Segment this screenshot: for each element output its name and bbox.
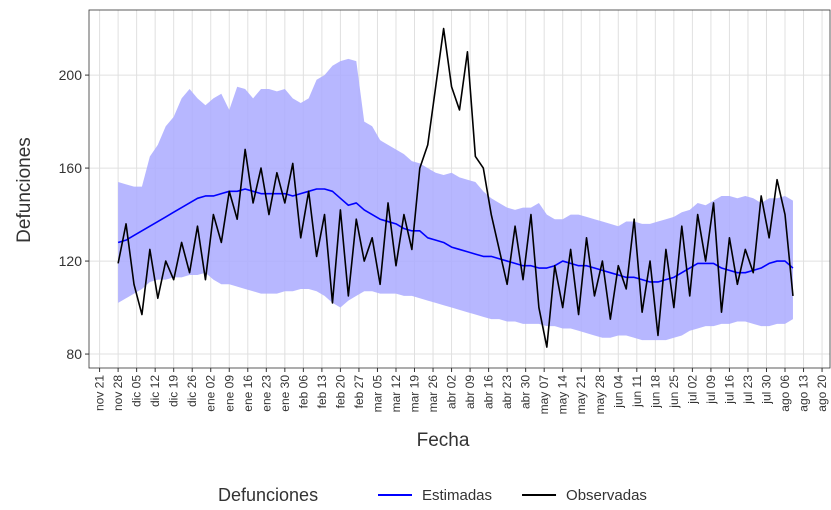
x-tick-label: ene 16: [241, 375, 255, 412]
x-tick-label: ago 13: [797, 375, 811, 412]
x-tick-label: ene 02: [204, 375, 218, 412]
x-tick-label: jun 18: [648, 375, 662, 409]
x-tick-label: dic 05: [130, 375, 144, 407]
x-tick-label: may 28: [593, 375, 607, 415]
x-tick-label: dic 12: [148, 375, 162, 407]
x-tick-label: jul 23: [741, 375, 755, 405]
x-tick-label: ene 23: [259, 375, 273, 412]
x-tick-label: dic 26: [185, 375, 199, 407]
x-tick-label: feb 13: [315, 375, 329, 409]
x-tick-label: feb 06: [296, 375, 310, 409]
x-tick-label: feb 20: [333, 375, 347, 409]
legend-title: Defunciones: [218, 485, 318, 505]
x-tick-label: jul 09: [704, 375, 718, 405]
y-tick-label: 160: [59, 160, 83, 176]
x-tick-label: nov 28: [111, 375, 125, 411]
legend: Defunciones Estimadas Observadas: [218, 485, 647, 505]
y-tick-label: 120: [59, 253, 83, 269]
x-tick-label: abr 23: [500, 375, 514, 409]
axes: 80 120 160 200 nov 21 nov 28 dic 05 dic 12 dic 1…: [59, 67, 829, 414]
x-tick-label: abr 30: [519, 375, 533, 409]
x-tick-label: jun 04: [611, 375, 625, 409]
x-tick-label: mar 19: [408, 375, 422, 413]
x-tick-label: may 21: [574, 375, 588, 415]
plot-border: [88, 9, 831, 369]
x-tick-label: feb 27: [352, 375, 366, 409]
x-axis-title: Fecha: [417, 430, 470, 451]
x-tick-label: ago 20: [815, 375, 829, 412]
x-tick-label: abr 02: [445, 375, 459, 409]
legend-label: Estimadas: [422, 487, 492, 504]
x-tick-label: nov 21: [93, 375, 107, 411]
x-tick-label: ene 30: [278, 375, 292, 412]
x-tick-label: ago 06: [778, 375, 792, 412]
legend-label: Observadas: [566, 487, 647, 504]
x-tick-label: mar 12: [389, 375, 403, 413]
x-tick-label: jul 30: [759, 375, 773, 405]
x-tick-label: abr 09: [463, 375, 477, 409]
x-tick-label: dic 19: [167, 375, 181, 407]
x-tick-label: jul 02: [685, 375, 699, 405]
y-tick-label: 80: [66, 346, 82, 362]
marks: [117, 27, 794, 348]
x-tick-label: mar 26: [426, 375, 440, 413]
x-tick-label: jul 16: [722, 375, 736, 405]
series-line: [117, 27, 794, 348]
x-tick-label: may 07: [537, 375, 551, 415]
x-tick-label: abr 16: [482, 375, 496, 409]
y-tick-label: 200: [59, 67, 83, 83]
confidence-band: [118, 58, 793, 341]
y-axis-title: Defunciones: [14, 137, 35, 243]
x-tick-label: may 14: [556, 375, 570, 415]
series-line: [117, 188, 794, 283]
x-tick-label: jun 25: [667, 375, 681, 409]
x-tick-label: ene 09: [222, 375, 236, 412]
x-tick-label: jun 11: [630, 375, 644, 408]
x-tick-label: mar 05: [370, 375, 384, 413]
